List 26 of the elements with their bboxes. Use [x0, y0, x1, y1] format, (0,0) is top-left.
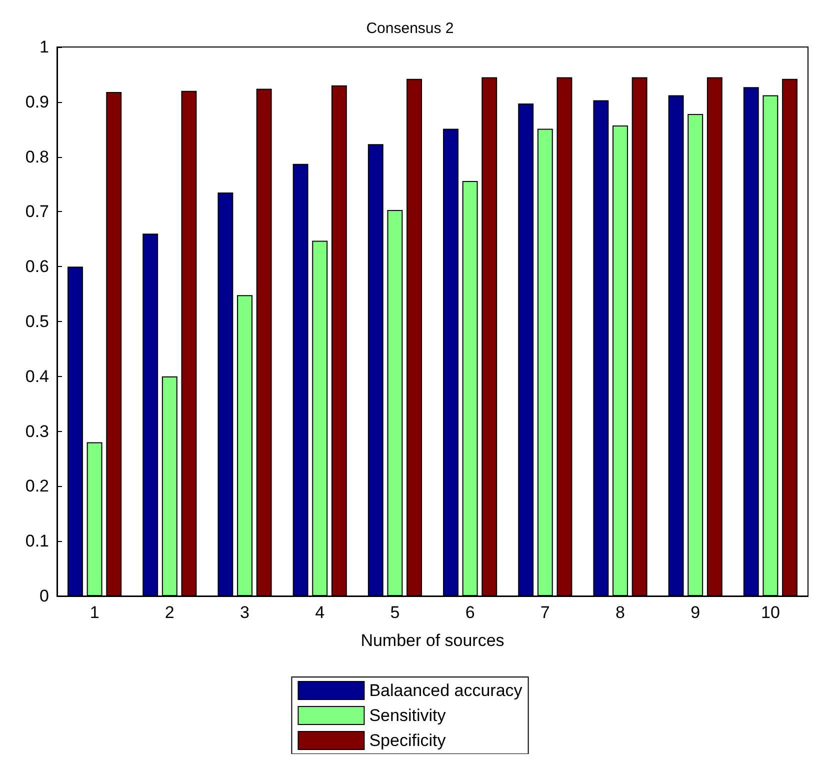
y-tick-label: 0.8 — [25, 147, 49, 166]
x-tick-label: 8 — [616, 603, 625, 622]
x-tick-label: 2 — [164, 603, 174, 622]
y-tick-label: 0.1 — [25, 532, 49, 551]
y-tick-label: 0 — [40, 586, 49, 606]
y-tick-label: 0.5 — [25, 312, 49, 331]
x-tick-label: 6 — [465, 603, 475, 622]
y-tick-label: 0.9 — [25, 92, 49, 112]
x-tick-label: 7 — [540, 603, 550, 622]
x-tick-label: 10 — [760, 603, 780, 622]
y-tick-label: 0.4 — [25, 366, 49, 386]
y-tick-label: 1 — [40, 38, 49, 56]
legend-label: Sensitivity — [369, 706, 446, 725]
x-axis-title: Number of sources — [360, 631, 504, 650]
y-tick-label: 0.2 — [25, 476, 49, 496]
legend-label: Specificity — [369, 731, 446, 750]
y-tick-label: 0.7 — [25, 202, 49, 222]
y-tick-label: 0.6 — [25, 257, 49, 276]
legend-label: Balaanced accuracy — [369, 681, 523, 700]
x-tick-label: 5 — [390, 603, 400, 622]
chart-title: Consensus 2 — [366, 20, 454, 37]
x-tick-label: 1 — [90, 603, 100, 622]
y-tick-label: 0.3 — [25, 422, 49, 441]
x-tick-label: 9 — [690, 603, 700, 622]
x-tick-label: 4 — [315, 603, 325, 622]
x-tick-label: 3 — [240, 603, 250, 622]
